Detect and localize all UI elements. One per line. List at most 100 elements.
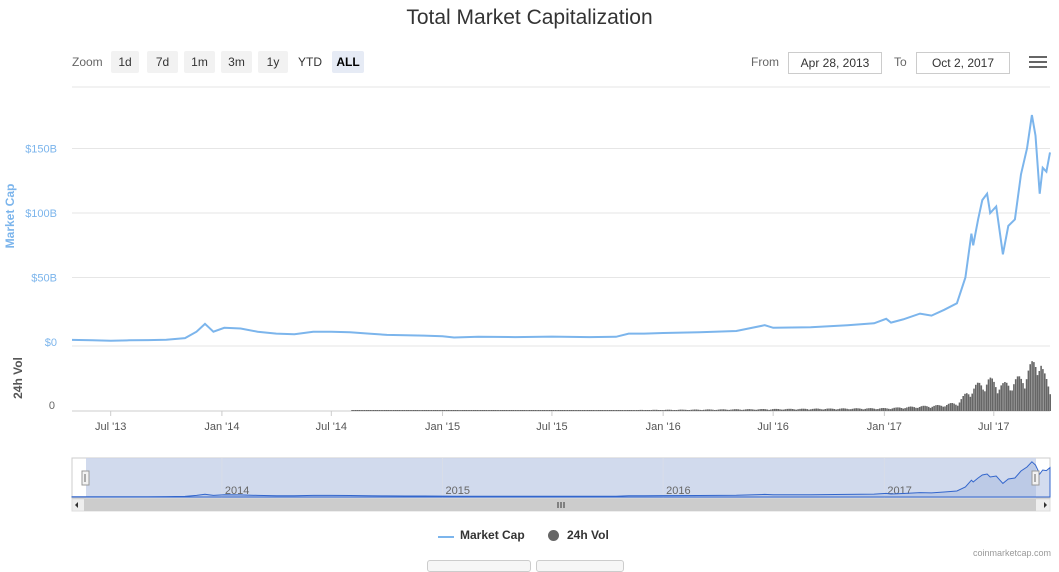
volume-bar xyxy=(955,404,957,411)
volume-bar xyxy=(646,410,649,411)
volume-bar xyxy=(365,410,368,411)
volume-bar xyxy=(503,410,506,411)
volume-bar xyxy=(860,408,863,411)
volume-bar xyxy=(527,410,529,411)
volume-bar xyxy=(621,410,623,411)
volume-bar xyxy=(583,410,585,411)
volume-bar xyxy=(951,403,954,411)
scroll-left-arrow-icon[interactable] xyxy=(75,502,78,508)
volume-bar xyxy=(427,410,429,411)
y-tick-label: $50B xyxy=(31,273,57,285)
volume-bar xyxy=(717,409,720,411)
from-date-input[interactable]: Apr 28, 2013 xyxy=(788,52,882,74)
x-tick-label: Jul '16 xyxy=(757,421,788,433)
volume-bar xyxy=(436,410,439,411)
volume-bar xyxy=(935,405,937,411)
volume-bar xyxy=(1014,379,1017,411)
volume-bar xyxy=(755,409,758,411)
zoom-ytd-button[interactable]: YTD xyxy=(298,55,322,69)
volume-bar xyxy=(1036,375,1039,411)
volume-bar xyxy=(458,410,460,411)
scroll-right-arrow-icon[interactable] xyxy=(1044,502,1047,508)
volume-bar xyxy=(942,406,944,411)
volume-bar xyxy=(1011,390,1013,411)
navigator-selection[interactable] xyxy=(86,458,1036,498)
credit-link[interactable]: coinmarketcap.com xyxy=(972,548,1051,558)
bottom-button-right[interactable] xyxy=(536,560,624,572)
volume-bar xyxy=(1020,378,1022,411)
volume-bar xyxy=(681,409,683,411)
volume-bar xyxy=(496,410,498,411)
zoom-3m-button[interactable]: 3m xyxy=(221,51,252,73)
volume-bar xyxy=(904,408,906,411)
volume-bar xyxy=(574,410,576,411)
volume-bar xyxy=(699,409,701,411)
volume-bar xyxy=(563,410,565,411)
volume-bar xyxy=(995,387,997,411)
volume-bar xyxy=(1009,390,1012,411)
bottom-button-left[interactable] xyxy=(427,560,531,572)
volume-bar xyxy=(429,410,431,411)
volume-bar xyxy=(781,409,783,411)
legend-market-cap-label: Market Cap xyxy=(460,528,525,542)
volume-bar xyxy=(748,409,750,411)
zoom-1m-button[interactable]: 1m xyxy=(184,51,215,73)
volume-bar xyxy=(926,406,928,411)
volume-bar xyxy=(568,410,571,411)
x-tick-label: Jul '17 xyxy=(978,421,1009,433)
hamburger-menu-icon[interactable] xyxy=(1029,56,1047,70)
volume-bar xyxy=(637,410,640,411)
volume-bar xyxy=(648,410,651,411)
volume-bar xyxy=(485,410,487,411)
volume-bar xyxy=(394,410,397,411)
volume-bar xyxy=(873,408,876,411)
volume-bar xyxy=(782,409,785,411)
volume-bar xyxy=(650,410,653,411)
volume-bar xyxy=(853,408,856,411)
volume-bar xyxy=(837,409,839,411)
volume-bar xyxy=(474,410,477,411)
to-date-input[interactable]: Oct 2, 2017 xyxy=(916,52,1010,74)
volume-bar xyxy=(382,410,384,411)
zoom-1d-button[interactable]: 1d xyxy=(111,51,139,73)
zoom-all-button[interactable]: ALL xyxy=(332,51,364,73)
volume-bar xyxy=(866,408,868,411)
volume-legend-dot-icon xyxy=(548,530,559,541)
volume-bar xyxy=(577,410,580,411)
volume-bar xyxy=(409,410,411,411)
volume-bar xyxy=(944,406,946,411)
volume-bar xyxy=(868,408,870,411)
volume-bar xyxy=(487,410,489,411)
zoom-7d-button[interactable]: 7d xyxy=(147,51,178,73)
market-cap-chart: $0 $50B $100B $150B Market Cap 24h Vol 0 Ju… xyxy=(3,86,1051,512)
volume-bar xyxy=(1004,382,1006,411)
volume-bar xyxy=(1022,383,1024,411)
volume-bar xyxy=(1047,386,1050,411)
to-label: To xyxy=(894,55,907,69)
volume-bar xyxy=(799,408,801,411)
volume-bar xyxy=(857,408,859,411)
volume-bar xyxy=(683,409,685,411)
volume-bar xyxy=(441,410,444,411)
chart-title: Total Market Capitalization xyxy=(406,6,653,29)
volume-bar xyxy=(585,410,587,411)
volume-bar xyxy=(744,409,747,411)
volume-bar xyxy=(516,410,518,411)
x-tick-label: Jan '15 xyxy=(425,421,460,433)
volume-bar xyxy=(1029,364,1031,411)
volume-bar xyxy=(706,409,709,411)
volume-bar xyxy=(811,408,814,411)
volume-bar xyxy=(684,409,687,411)
volume-bar xyxy=(1049,394,1051,411)
volume-bar xyxy=(1045,379,1048,411)
volume-bar xyxy=(900,408,903,411)
volume-bar xyxy=(697,409,700,411)
volume-bar xyxy=(601,410,604,411)
volume-bar xyxy=(742,409,745,411)
from-label: From xyxy=(751,55,779,69)
volume-bar xyxy=(724,409,727,411)
zoom-1y-button[interactable]: 1y xyxy=(258,51,288,73)
volume-bar xyxy=(703,409,705,411)
scrollbar-thumb[interactable] xyxy=(84,499,1036,511)
volume-bar xyxy=(465,410,468,411)
